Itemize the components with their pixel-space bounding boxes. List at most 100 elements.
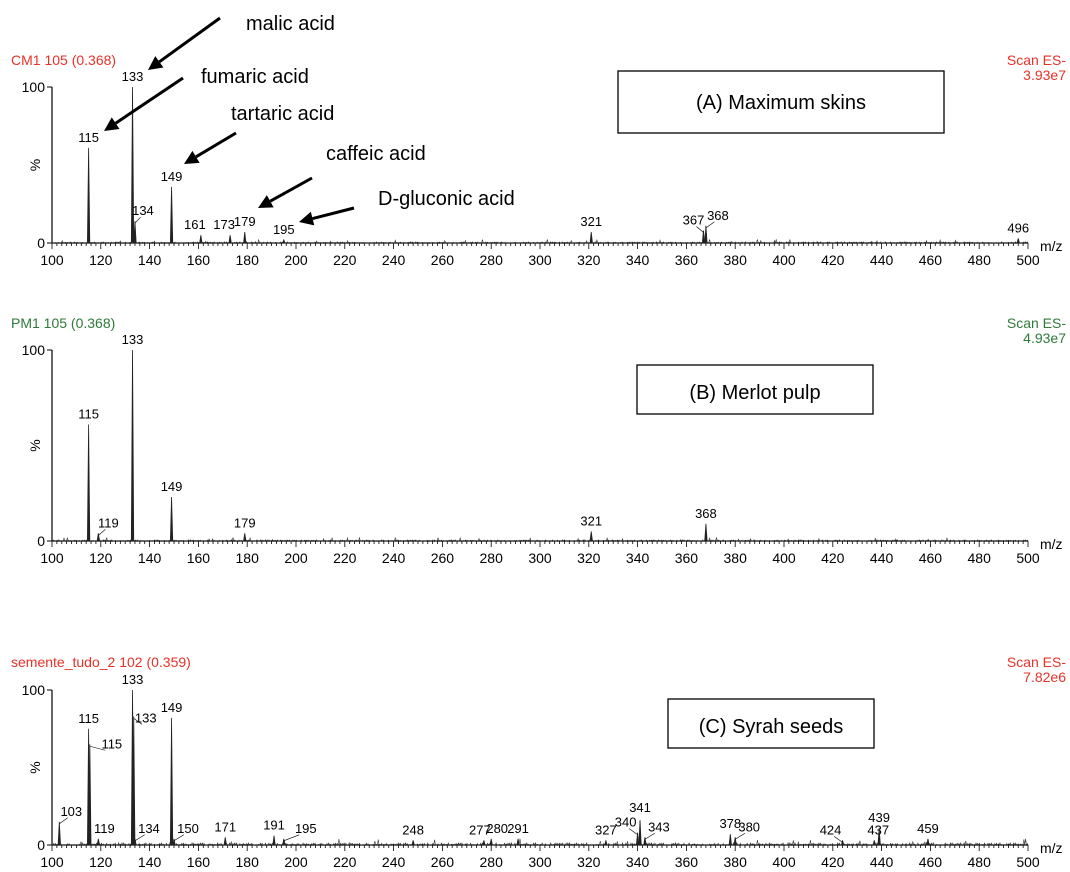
peak-343 bbox=[643, 837, 647, 846]
annotation-arrow bbox=[312, 206, 355, 221]
spectrum-panel-c: semente_tudo_2 102 (0.359) Scan ES-7.82e6… bbox=[11, 654, 1066, 870]
x-tick-label: 320 bbox=[577, 550, 601, 566]
x-tick-label: 220 bbox=[333, 252, 357, 268]
annotation-arrow bbox=[195, 131, 237, 159]
x-tick-label: 460 bbox=[919, 252, 943, 268]
x-tick-label: 320 bbox=[577, 252, 601, 268]
x-axis-label: m/z bbox=[1040, 238, 1063, 254]
panel-label: (B) Merlot pulp bbox=[689, 382, 820, 404]
x-tick-label: 280 bbox=[480, 550, 504, 566]
y-tick-label: 0 bbox=[37, 235, 45, 251]
x-tick-label: 480 bbox=[968, 550, 992, 566]
peak-161 bbox=[199, 235, 203, 244]
x-axis-label: m/z bbox=[1040, 840, 1063, 856]
scan-mode-label: Scan ES- bbox=[1007, 654, 1066, 670]
annotation-label: caffeic acid bbox=[326, 143, 426, 165]
peak-label-115: 115 bbox=[78, 406, 99, 421]
peak-label-119: 119 bbox=[94, 821, 115, 836]
peak-label-179: 179 bbox=[234, 214, 256, 229]
peak-label-321: 321 bbox=[580, 513, 602, 528]
x-tick-label: 460 bbox=[919, 854, 943, 870]
x-tick-label: 340 bbox=[626, 550, 650, 566]
x-tick-label: 400 bbox=[772, 854, 796, 870]
peak-327 bbox=[604, 840, 608, 846]
peak-label-496: 496 bbox=[1007, 220, 1029, 235]
spectrum-header-left: semente_tudo_2 102 (0.359) bbox=[11, 654, 191, 670]
peak-label-327: 327 bbox=[595, 822, 617, 837]
x-tick-label: 260 bbox=[431, 550, 455, 566]
peak-115 bbox=[86, 424, 91, 542]
y-tick-label: 0 bbox=[37, 837, 45, 853]
x-tick-label: 420 bbox=[821, 550, 845, 566]
peak-label-leader bbox=[705, 221, 715, 229]
peak-label-368: 368 bbox=[695, 506, 717, 521]
peak-179 bbox=[243, 533, 247, 542]
x-tick-label: 360 bbox=[675, 550, 699, 566]
x-tick-label: 160 bbox=[187, 252, 211, 268]
x-tick-label: 300 bbox=[528, 252, 552, 268]
peak-133 bbox=[130, 86, 135, 244]
peak-368 bbox=[704, 523, 708, 542]
annotation-arrowhead bbox=[299, 211, 315, 226]
spectrum-noise-trace bbox=[51, 838, 1029, 847]
peak-label-leader bbox=[283, 834, 300, 842]
peak-label-133: 133 bbox=[122, 672, 144, 687]
peak-label-459: 459 bbox=[917, 821, 939, 836]
annotation-label: fumaric acid bbox=[201, 66, 309, 88]
peak-label-149: 149 bbox=[161, 479, 183, 494]
x-tick-label: 380 bbox=[724, 550, 748, 566]
peak-label-248: 248 bbox=[402, 822, 424, 837]
x-tick-label: 500 bbox=[1016, 854, 1040, 870]
peak-label-343: 343 bbox=[648, 819, 670, 834]
peak-label-321: 321 bbox=[580, 214, 602, 229]
peak-179 bbox=[243, 232, 247, 244]
x-tick-label: 260 bbox=[431, 854, 455, 870]
peak-150 bbox=[172, 838, 176, 846]
x-tick-label: 180 bbox=[236, 854, 260, 870]
panel-label-box bbox=[617, 70, 945, 134]
x-tick-label: 420 bbox=[821, 854, 845, 870]
x-tick-label: 220 bbox=[333, 550, 357, 566]
x-axis-label: m/z bbox=[1040, 536, 1063, 552]
peak-149 bbox=[169, 497, 174, 542]
peak-459 bbox=[926, 838, 930, 846]
x-tick-label: 460 bbox=[919, 550, 943, 566]
peak-label-leader bbox=[696, 226, 704, 233]
x-tick-label: 440 bbox=[870, 550, 894, 566]
annotation-label: tartaric acid bbox=[231, 103, 334, 125]
x-tick-label: 200 bbox=[284, 550, 308, 566]
peak-115 bbox=[86, 147, 91, 244]
peak-171 bbox=[223, 837, 227, 846]
peak-label-leader bbox=[59, 817, 68, 824]
peak-label-424: 424 bbox=[820, 822, 842, 837]
peak-label-179: 179 bbox=[234, 515, 256, 530]
x-tick-label: 200 bbox=[284, 854, 308, 870]
peak-437 bbox=[872, 840, 876, 846]
y-tick-label: 100 bbox=[22, 79, 46, 95]
peak-label-133: 133 bbox=[135, 710, 157, 725]
peak-191 bbox=[272, 835, 276, 846]
x-tick-label: 400 bbox=[772, 550, 796, 566]
peak-label-280: 280 bbox=[486, 821, 508, 836]
peak-label-133: 133 bbox=[122, 332, 144, 347]
peak-label-leader bbox=[133, 718, 143, 725]
peak-label-277: 277 bbox=[469, 822, 491, 837]
peak-label-leader bbox=[89, 745, 106, 751]
peak-134 bbox=[133, 221, 137, 244]
peak-368 bbox=[704, 225, 708, 244]
peak-label-437: 437 bbox=[867, 822, 889, 837]
peak-label-leader bbox=[629, 828, 638, 835]
peak-label-291: 291 bbox=[507, 821, 529, 836]
peak-label-340: 340 bbox=[615, 815, 637, 830]
x-tick-label: 140 bbox=[138, 252, 162, 268]
peak-380 bbox=[733, 837, 737, 846]
peak-378 bbox=[728, 834, 732, 846]
x-tick-label: 480 bbox=[968, 854, 992, 870]
y-axis-label: % bbox=[27, 761, 43, 773]
peak-label-leader bbox=[833, 836, 843, 843]
x-tick-label: 120 bbox=[89, 550, 113, 566]
peak-341 bbox=[638, 820, 642, 846]
x-tick-label: 280 bbox=[480, 854, 504, 870]
x-tick-label: 160 bbox=[187, 854, 211, 870]
x-tick-label: 100 bbox=[40, 252, 64, 268]
